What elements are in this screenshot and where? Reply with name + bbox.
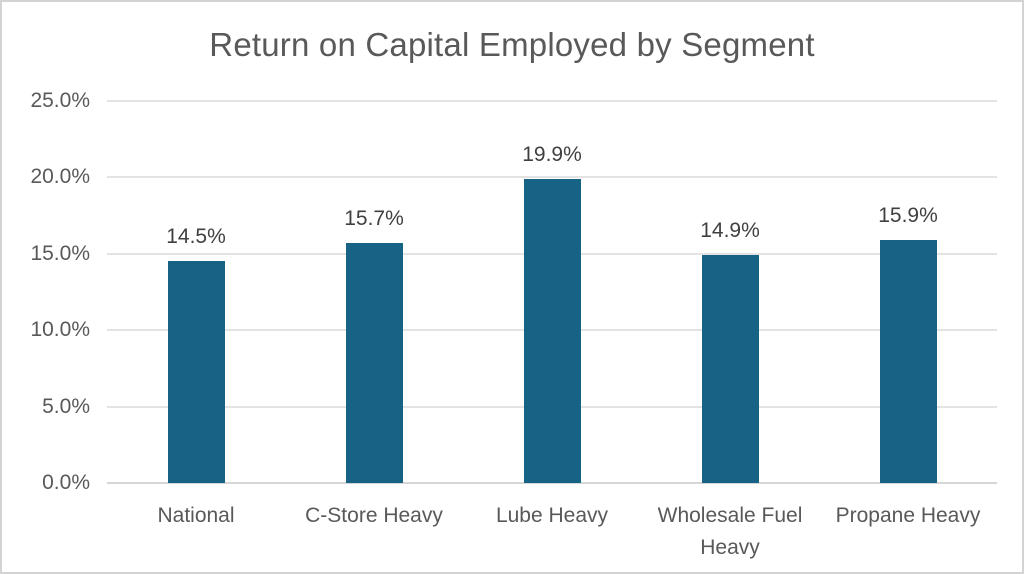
y-axis-tick-label: 20.0% — [30, 165, 90, 189]
bar-value-label: 15.7% — [344, 207, 404, 231]
y-axis-tick-label: 15.0% — [30, 241, 90, 265]
chart-title: Return on Capital Employed by Segment — [209, 26, 815, 63]
y-gridline — [107, 176, 997, 179]
bar — [701, 255, 759, 483]
bar — [523, 178, 581, 483]
x-axis-category-label: Wholesale Fuel Heavy — [657, 504, 803, 559]
bar — [879, 240, 937, 483]
y-gridline — [107, 100, 997, 102]
y-axis-tick-label: 10.0% — [30, 318, 90, 342]
x-axis-line — [107, 482, 997, 484]
y-axis-tick-label: 25.0% — [30, 89, 90, 112]
bar-value-label: 15.9% — [878, 204, 938, 228]
y-axis-tick-label: 5.0% — [42, 394, 90, 418]
y-axis-tick-label: 0.0% — [42, 471, 90, 494]
x-axis-category-label: National — [157, 504, 235, 527]
x-axis-category-label: Lube Heavy — [495, 504, 609, 527]
bar — [167, 261, 225, 483]
x-axis-category-label: C-Store Heavy — [305, 504, 443, 527]
bar-value-label: 19.9% — [522, 142, 582, 166]
bar — [345, 243, 403, 483]
bar-value-label: 14.5% — [166, 225, 226, 249]
bar-value-label: 14.9% — [700, 219, 760, 243]
x-axis-category-label: Propane Heavy — [835, 504, 981, 527]
